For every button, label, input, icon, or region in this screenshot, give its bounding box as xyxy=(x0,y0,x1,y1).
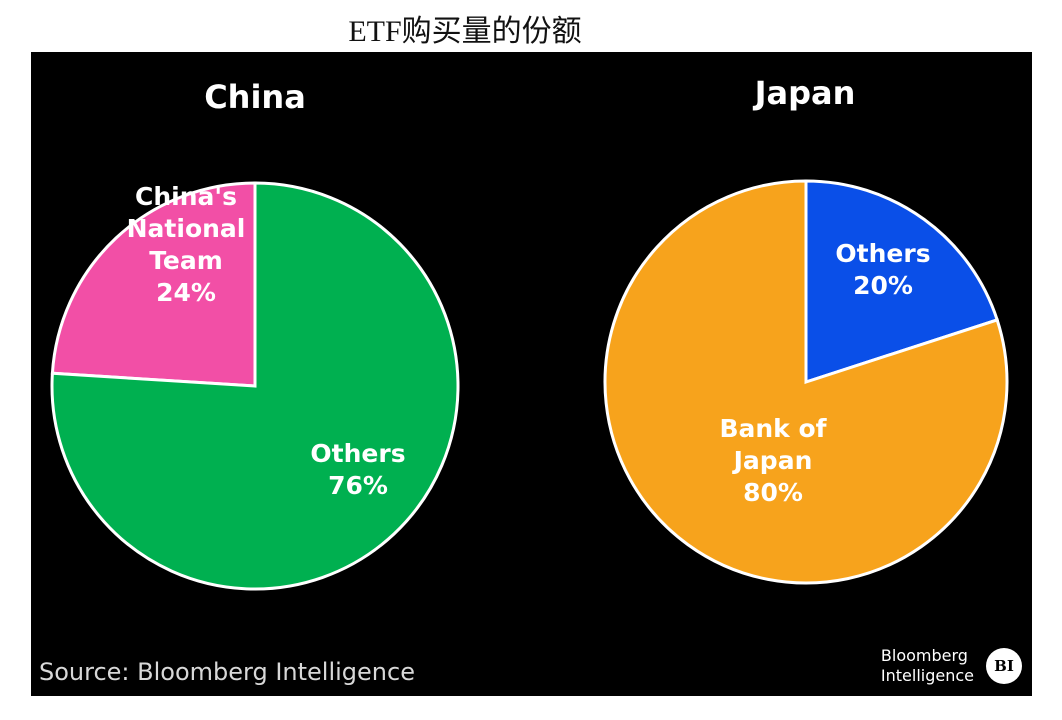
japan-slice-others-label: 20% xyxy=(853,271,913,300)
pie-charts: China's National Team 24% Others 76% Others 20%… xyxy=(50,179,1009,591)
japan-slice-boj xyxy=(603,179,1009,585)
china-slice-others-label: Others xyxy=(310,439,405,468)
japan-slice-boj-label: 80% xyxy=(743,478,803,507)
japan-slice-others-label: Others xyxy=(835,239,930,268)
china-slice-others xyxy=(50,181,460,591)
japan-chart-title: Japan xyxy=(754,74,856,112)
brand-text: Bloomberg Intelligence xyxy=(881,646,974,686)
china-slice-others-label: 76% xyxy=(328,471,388,500)
china-slice-national-team-label: China's xyxy=(135,182,237,211)
japan-slice-boj-label: Japan xyxy=(732,446,813,475)
china-chart-title: China xyxy=(204,78,306,116)
china-slice-national-team-label: Team xyxy=(149,246,223,275)
bloomberg-logo-icon: BI xyxy=(986,648,1022,684)
china-slice-national-team-label: 24% xyxy=(156,278,216,307)
page-title: ETF购买量的份额 xyxy=(348,15,582,48)
brand-line-2: Intelligence xyxy=(880,666,974,685)
japan-slice-others xyxy=(804,179,1000,385)
chart-panel: China Japan China's National Team 24% Others… xyxy=(31,52,1032,696)
brand-line-1: Bloomberg xyxy=(880,646,968,665)
source-note: Source: Bloomberg Intelligence xyxy=(39,658,415,686)
china-slice-national-team xyxy=(50,181,257,388)
china-slice-national-team-label: National xyxy=(127,214,246,243)
japan-slice-boj-label: Bank of xyxy=(719,414,827,443)
